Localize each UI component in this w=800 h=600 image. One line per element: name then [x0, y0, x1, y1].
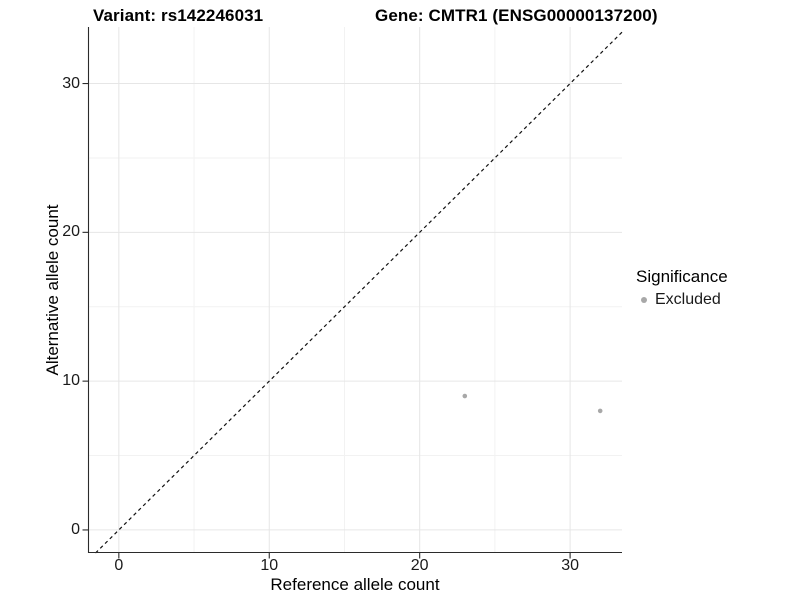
excluded-point-icon	[641, 296, 647, 303]
legend-title: Significance	[636, 267, 728, 286]
data-point	[597, 408, 603, 414]
x-tick-label: 10	[260, 557, 279, 574]
identity-line	[95, 31, 623, 554]
x-tick-label: 0	[114, 557, 124, 574]
data-point	[462, 393, 468, 399]
y-tick-label: 20	[62, 223, 80, 241]
legend-entry-label: Excluded	[655, 291, 721, 308]
x-tick-label: 20	[410, 557, 429, 574]
plot-panel	[82, 27, 623, 559]
y-tick-label: 10	[62, 372, 80, 390]
variant-title: Variant: rs142246031	[93, 6, 264, 25]
scatter-plot-canvas	[82, 27, 623, 559]
x-tick-label: 30	[561, 557, 579, 574]
x-axis-title: Reference allele count	[270, 575, 440, 594]
legend-entry-excluded: Excluded	[636, 290, 728, 309]
gene-title: Gene: CMTR1 (ENSG00000137200)	[375, 6, 658, 25]
legend: Significance Excluded	[636, 267, 728, 309]
y-tick-label: 30	[62, 74, 80, 92]
y-tick-label: 0	[71, 520, 80, 538]
